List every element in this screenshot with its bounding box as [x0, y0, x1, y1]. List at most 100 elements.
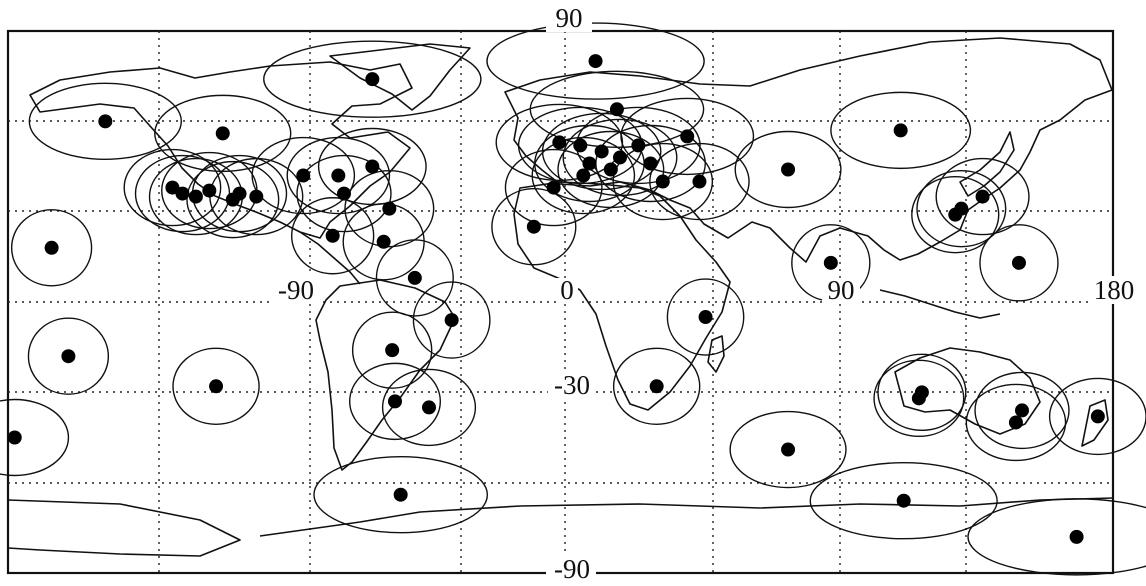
station-error-circle: [531, 136, 636, 215]
station-marker: [365, 159, 380, 174]
lon-label-neg90: -90: [278, 275, 314, 305]
station-marker: [215, 126, 230, 141]
station-marker: [444, 313, 459, 328]
lat-label-bottom: -90: [554, 554, 590, 584]
station-error-circle: [809, 462, 998, 540]
coast-north-america: [29, 61, 413, 239]
station-error-circle: [873, 359, 965, 438]
station-error-circle: [412, 281, 491, 359]
station-marker: [823, 255, 838, 270]
station-error-circle: [974, 371, 1070, 450]
station-marker: [603, 162, 618, 177]
station-error-circle: [27, 317, 110, 395]
station-marker: [382, 201, 397, 216]
station-marker: [893, 123, 908, 138]
station-marker: [7, 430, 22, 445]
station-marker: [1011, 255, 1026, 270]
station-error-circle: [313, 456, 489, 534]
station-marker: [546, 180, 561, 195]
coast-japan: [959, 131, 1015, 197]
station-error-circle: [729, 410, 847, 489]
station-error-circle: [375, 239, 454, 317]
station-error-circle: [877, 353, 967, 432]
station-error-circle: [348, 362, 442, 441]
station-error-circle: [620, 97, 755, 176]
station-error-circle: [911, 175, 1000, 254]
station-marker: [649, 379, 664, 394]
lat-label-neg30: -30: [554, 370, 590, 400]
station-marker: [325, 228, 340, 243]
station-marker: [643, 156, 658, 171]
axis-labels: 90 -90 -30 -90 0 90 180: [272, 3, 1142, 584]
station-marker: [588, 54, 603, 69]
coast-indonesia: [879, 289, 1001, 319]
station-marker: [576, 168, 591, 183]
station-marker: [202, 183, 217, 198]
station-marker: [376, 234, 391, 249]
station-error-circle: [935, 157, 1030, 236]
station-marker: [609, 102, 624, 117]
coast-central-america: [299, 231, 361, 285]
station-error-circle: [830, 91, 972, 170]
station-error-circle: [979, 224, 1059, 302]
station-error-circle: [491, 188, 577, 266]
lon-label-90: 90: [828, 275, 855, 305]
lon-label-180: 180: [1094, 275, 1135, 305]
station-error-circle: [649, 142, 750, 221]
lat-label-top: 90: [556, 3, 583, 33]
station-error-circle: [154, 94, 292, 173]
coastlines: [7, 37, 1114, 557]
station-error-circle: [344, 169, 435, 248]
station-error-circle: [10, 209, 93, 287]
coast-new-zealand: [1081, 399, 1109, 447]
coast-madagascar: [707, 335, 725, 373]
station-marker: [698, 310, 713, 325]
station-marker: [948, 207, 963, 222]
station-error-circle: [965, 383, 1067, 462]
station-error-circle: [612, 142, 714, 221]
station-marker: [61, 349, 76, 364]
station-marker: [975, 189, 990, 204]
station-marker: [232, 186, 247, 201]
station-marker: [631, 138, 646, 153]
station-error-circle: [967, 498, 1146, 576]
station-marker: [175, 186, 190, 201]
station-marker: [582, 156, 597, 171]
station-error-circle: [123, 148, 222, 227]
station-marker: [896, 493, 911, 508]
lon-label-0: 0: [560, 275, 574, 305]
station-error-circle: [734, 130, 842, 209]
station-error-circle: [263, 40, 482, 118]
station-marker: [393, 487, 408, 502]
station-marker: [680, 129, 695, 144]
station-marker: [422, 400, 436, 415]
station-marker: [1015, 403, 1029, 418]
station-marker: [165, 180, 180, 195]
station-marker: [781, 442, 796, 457]
station-marker: [98, 114, 113, 129]
station-error-circle: [612, 347, 701, 426]
station-error-circle: [916, 169, 1007, 248]
station-marker: [407, 270, 422, 285]
station-error-circle: [342, 203, 425, 281]
station-marker: [188, 189, 203, 204]
station-marker: [44, 240, 59, 255]
station-marker: [209, 379, 224, 394]
station-marker: [573, 138, 588, 153]
station-error-circle: [290, 197, 375, 275]
station-marker: [337, 186, 351, 201]
station-error-circle: [28, 82, 183, 161]
station-error-circle: [504, 148, 603, 227]
station-marker: [365, 72, 380, 87]
station-markers: [7, 54, 1105, 544]
station-marker: [613, 150, 627, 165]
coast-africa: [513, 181, 731, 411]
station-error-circle: [186, 160, 280, 239]
station-marker: [1008, 415, 1023, 430]
station-error-circle: [486, 22, 705, 100]
station-marker: [296, 168, 311, 183]
station-marker: [781, 162, 796, 177]
coast-antarctica: [7, 497, 1114, 557]
station-error-circle: [666, 278, 745, 356]
